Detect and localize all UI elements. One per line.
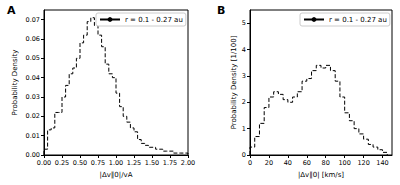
svg-text:0.02: 0.02 xyxy=(26,112,40,120)
svg-text:0.75: 0.75 xyxy=(91,159,105,167)
svg-text:r = 0.1 - 0.27 au: r = 0.1 - 0.27 au xyxy=(329,16,387,24)
svg-text:Probability Density [1/100]: Probability Density [1/100] xyxy=(230,35,238,129)
svg-text:2: 2 xyxy=(242,98,246,106)
svg-text:3: 3 xyxy=(242,72,246,80)
svg-text:0.00: 0.00 xyxy=(37,159,51,167)
svg-text:20: 20 xyxy=(265,159,273,167)
svg-text:1.25: 1.25 xyxy=(127,159,141,167)
svg-text:0.00: 0.00 xyxy=(25,151,40,159)
svg-text:0.25: 0.25 xyxy=(55,159,69,167)
svg-text:0: 0 xyxy=(248,159,252,167)
svg-text:Probability Density: Probability Density xyxy=(11,50,19,116)
svg-text:1.00: 1.00 xyxy=(109,159,123,167)
svg-text:r = 0.1 - 0.27 au: r = 0.1 - 0.27 au xyxy=(125,16,183,24)
svg-text:0.05: 0.05 xyxy=(26,54,40,62)
svg-text:|Δv∥0|/vA: |Δv∥0|/vA xyxy=(100,171,133,179)
svg-text:40: 40 xyxy=(284,159,292,167)
svg-text:|Δv∥0| [km/s]: |Δv∥0| [km/s] xyxy=(298,171,344,179)
svg-text:B: B xyxy=(217,4,225,17)
svg-text:5: 5 xyxy=(242,19,246,27)
svg-text:A: A xyxy=(7,4,16,17)
svg-text:0.03: 0.03 xyxy=(26,93,40,101)
svg-text:1: 1 xyxy=(242,125,246,133)
svg-text:120: 120 xyxy=(357,159,369,167)
svg-text:80: 80 xyxy=(322,159,330,167)
svg-text:100: 100 xyxy=(338,159,350,167)
svg-text:2.00: 2.00 xyxy=(181,159,195,167)
svg-text:0.50: 0.50 xyxy=(73,159,87,167)
svg-text:0.06: 0.06 xyxy=(26,35,40,43)
svg-text:1.75: 1.75 xyxy=(163,159,177,167)
svg-text:140: 140 xyxy=(376,159,388,167)
svg-text:0: 0 xyxy=(242,151,246,159)
svg-text:4: 4 xyxy=(242,46,246,54)
svg-text:0.07: 0.07 xyxy=(26,16,40,24)
svg-text:60: 60 xyxy=(303,159,311,167)
svg-text:0.04: 0.04 xyxy=(26,74,40,82)
svg-text:1.50: 1.50 xyxy=(145,159,159,167)
svg-text:0.01: 0.01 xyxy=(26,132,40,140)
